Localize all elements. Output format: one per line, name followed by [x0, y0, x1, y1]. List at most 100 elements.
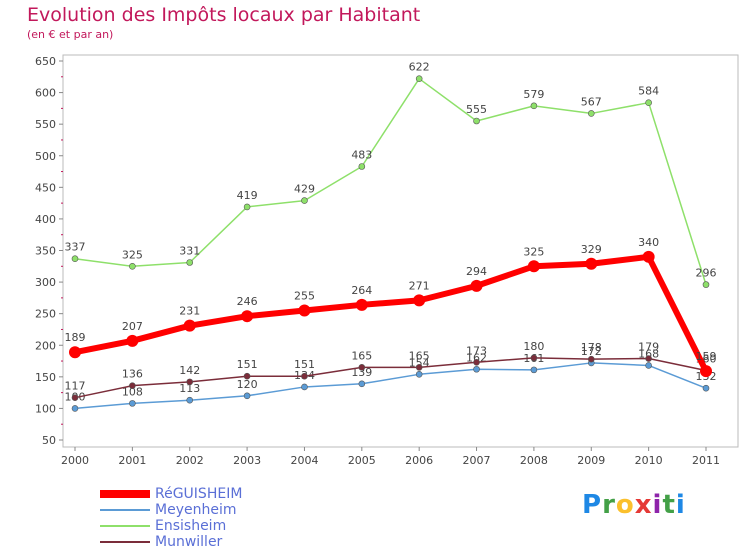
- data-label-munwiller: 180: [523, 340, 544, 353]
- x-tick-label: 2004: [290, 454, 318, 467]
- data-label-munwiller: 173: [466, 344, 487, 357]
- x-tick-label: 2009: [577, 454, 605, 467]
- data-label-r-guisheim: 329: [581, 243, 602, 256]
- series-line-meyenheim: [74, 362, 707, 410]
- data-point-munwiller: [358, 364, 366, 371]
- legend-label: Munwiller: [155, 534, 223, 550]
- y-tick-label: 300: [35, 276, 56, 289]
- data-point-r-guisheim: [69, 346, 81, 359]
- series-line-r-guisheim: [74, 253, 709, 373]
- x-tick-label: 2001: [118, 454, 146, 467]
- x-tick-label: 2002: [176, 454, 204, 467]
- data-point-ensisheim: [301, 197, 308, 204]
- data-label-munwiller: 165: [409, 349, 430, 362]
- legend-item-meyenheim: Meyenheim: [100, 502, 400, 518]
- plot-frame: [62, 54, 739, 448]
- data-label-ensisheim: 296: [696, 267, 717, 280]
- data-point-ensisheim: [473, 117, 480, 125]
- x-tick-label: 2006: [405, 454, 433, 467]
- logo-letter: x: [634, 490, 653, 520]
- data-point-meyenheim: [129, 400, 136, 407]
- y-tick-label: 250: [35, 308, 56, 321]
- data-label-meyenheim: 120: [237, 378, 258, 391]
- y-tick-label: 350: [35, 245, 56, 258]
- x-tick-label: 2011: [692, 454, 720, 467]
- data-label-ensisheim: 419: [237, 189, 258, 202]
- legend-swatch: [100, 525, 150, 527]
- y-tick-label: 500: [35, 150, 56, 163]
- y-tick-label: 450: [35, 181, 56, 194]
- data-point-munwiller: [129, 382, 136, 389]
- logo-letter: P: [582, 490, 603, 520]
- data-point-ensisheim: [702, 281, 710, 288]
- data-point-meyenheim: [473, 365, 480, 373]
- data-point-munwiller: [645, 355, 652, 362]
- data-point-ensisheim: [129, 262, 136, 270]
- data-label-r-guisheim: 246: [237, 295, 258, 308]
- x-tick-label: 2000: [61, 454, 89, 467]
- data-point-meyenheim: [645, 362, 652, 369]
- legend-label: RéGUISHEIM: [155, 486, 243, 502]
- line-chart: 50 100 150 200 250 300 350 400 450 500 550 600 650 20…: [35, 54, 739, 467]
- data-point-r-guisheim: [527, 260, 540, 273]
- data-point-munwiller: [415, 364, 423, 371]
- y-tick-label: 200: [35, 339, 56, 352]
- data-label-meyenheim: 168: [638, 347, 659, 360]
- x-tick-label: 2005: [348, 454, 376, 467]
- series-line-munwiller: [74, 357, 707, 399]
- data-point-ensisheim: [186, 259, 194, 266]
- data-label-r-guisheim: 325: [523, 245, 544, 258]
- legend-swatch: [100, 509, 150, 511]
- x-tick-label: 2003: [233, 454, 261, 467]
- data-label-ensisheim: 555: [466, 103, 487, 116]
- legend-item-munwiller: Munwiller: [100, 534, 400, 550]
- data-label-ensisheim: 337: [65, 241, 86, 254]
- data-label-ensisheim: 483: [351, 148, 372, 161]
- data-label-meyenheim: 172: [581, 345, 602, 358]
- data-point-meyenheim: [243, 392, 251, 400]
- logo-letter: i: [675, 490, 686, 520]
- data-point-meyenheim: [530, 366, 538, 374]
- data-point-munwiller: [243, 372, 251, 380]
- data-label-r-guisheim: 294: [466, 265, 487, 278]
- data-point-meyenheim: [301, 383, 308, 391]
- data-label-munwiller: 165: [351, 349, 372, 362]
- data-point-r-guisheim: [355, 298, 368, 311]
- legend-label: Meyenheim: [155, 502, 237, 518]
- data-point-munwiller: [530, 354, 538, 362]
- data-point-ensisheim: [645, 99, 652, 106]
- legend-swatch: [100, 541, 150, 543]
- y-tick-label: 50: [42, 434, 56, 447]
- data-point-r-guisheim: [183, 319, 196, 332]
- legend-swatch: [100, 490, 150, 498]
- data-point-ensisheim: [71, 255, 79, 263]
- data-label-ensisheim: 567: [581, 95, 602, 108]
- data-label-meyenheim: 162: [466, 351, 487, 364]
- data-label-munwiller: 179: [638, 341, 659, 354]
- data-label-meyenheim: 154: [409, 356, 430, 369]
- data-point-munwiller: [301, 372, 308, 380]
- y-tick-label: 600: [35, 87, 56, 100]
- data-label-r-guisheim: 159: [696, 350, 717, 363]
- legend-label: Ensisheim: [155, 518, 227, 534]
- data-label-munwiller: 117: [65, 380, 86, 393]
- data-label-munwiller: 142: [179, 364, 200, 377]
- series-line-ensisheim: [74, 77, 707, 285]
- data-point-ensisheim: [530, 102, 538, 110]
- data-point-munwiller: [186, 378, 194, 386]
- y-tick-label: 650: [35, 55, 56, 68]
- y-tick-label: 150: [35, 371, 56, 384]
- logo-letter: i: [652, 490, 663, 520]
- chart-subtitle: (en € et par an): [27, 28, 114, 41]
- data-label-r-guisheim: 255: [294, 290, 315, 303]
- data-point-meyenheim: [186, 396, 194, 404]
- data-label-munwiller: 136: [122, 368, 143, 381]
- data-point-munwiller: [71, 394, 79, 401]
- logo-letter: o: [615, 490, 635, 520]
- data-label-ensisheim: 584: [638, 85, 659, 98]
- data-point-ensisheim: [415, 75, 423, 82]
- chart-title: Evolution des Impôts locaux par Habitant: [27, 4, 421, 26]
- legend: RéGUISHEIM Meyenheim Ensisheim Munwiller: [100, 486, 400, 550]
- logo-letter: t: [662, 490, 676, 520]
- data-label-ensisheim: 429: [294, 183, 315, 196]
